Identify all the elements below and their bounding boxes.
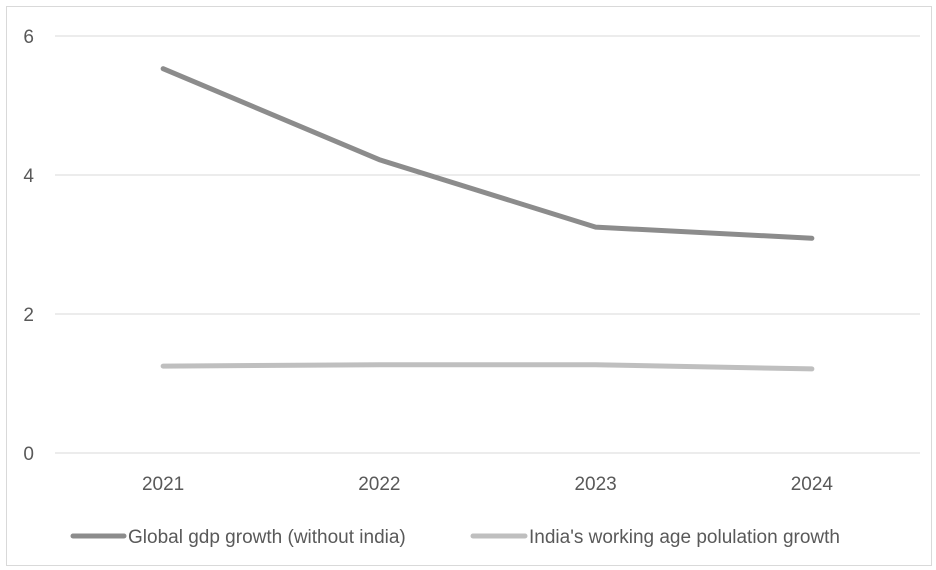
x-tick-label: 2022 — [358, 474, 400, 495]
data-point — [811, 368, 813, 370]
data-point — [595, 226, 597, 228]
data-point — [595, 364, 597, 366]
x-tick-label: 2021 — [142, 474, 184, 495]
series-line-1 — [160, 362, 815, 372]
legend-label-1: India's working age polulation growth — [529, 527, 840, 548]
x-axis-ticks: 2021 2022 2023 2024 — [142, 474, 833, 495]
data-point — [162, 68, 164, 70]
series-lines — [160, 66, 815, 372]
y-axis-ticks: 0 2 4 6 — [23, 27, 34, 465]
chart-frame — [6, 6, 932, 566]
series-line-0 — [160, 66, 815, 241]
data-point — [378, 159, 380, 161]
x-tick-label: 2023 — [574, 474, 616, 495]
grid-lines — [55, 35, 920, 454]
y-tick-label: 0 — [23, 444, 34, 465]
y-tick-label: 2 — [23, 305, 34, 326]
data-point — [378, 364, 380, 366]
data-point — [162, 365, 164, 367]
x-tick-label: 2024 — [791, 474, 834, 495]
legend-label-0: Global gdp growth (without india) — [128, 527, 406, 548]
y-tick-label: 6 — [23, 27, 34, 48]
data-point — [811, 237, 813, 239]
y-tick-label: 4 — [23, 166, 34, 187]
legend: Global gdp growth (without india) India's… — [70, 527, 840, 548]
